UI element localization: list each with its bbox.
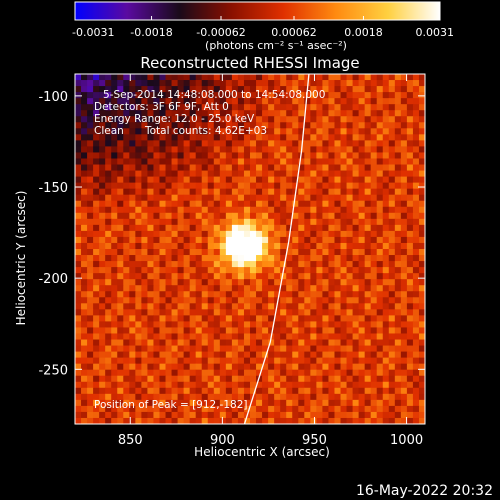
y-tick-label: -250	[38, 363, 68, 378]
method-text: Clean	[94, 125, 124, 137]
y-tick-label: -200	[38, 272, 68, 287]
colorbar-ticks: -0.0031 -0.0018 -0.00062 0.00062 0.0018 0.003…	[72, 16, 454, 39]
colorbar-unit-label: (photons cm⁻² s⁻¹ asec⁻²)	[205, 39, 347, 52]
colorbar-tick-label: 0.00062	[271, 26, 317, 39]
y-tick-label: -150	[38, 181, 68, 196]
energy-range-text: Energy Range: 12.0 - 25.0 keV	[94, 113, 255, 125]
colorbar-tick-label: -0.0018	[130, 26, 172, 39]
render-timestamp: 16-May-2022 20:32	[356, 483, 493, 499]
solar-limb-line	[243, 74, 310, 424]
heatmap-image	[75, 74, 425, 424]
colorbar: -0.0031 -0.0018 -0.00062 0.00062 0.0018 0.003…	[72, 1, 454, 52]
colorbar-fill	[74, 1, 441, 21]
total-counts-text: Total counts: 4.62E+03	[144, 125, 267, 137]
plot-frame	[74, 73, 426, 425]
x-tick-label: 900	[210, 433, 235, 448]
colorbar-tick-label: 0.0018	[344, 26, 383, 39]
colorbar-tick-label: 0.0031	[416, 26, 455, 39]
axis-ticks: 850 900 950 1000 -100 -150 -200 -250	[38, 74, 425, 448]
heatmap-cells	[75, 74, 425, 424]
y-axis-label: Heliocentric Y (arcsec)	[14, 191, 28, 326]
x-tick-label: 850	[118, 433, 143, 448]
x-tick-label: 950	[302, 433, 327, 448]
time-range-text: 5-Sep-2014 14:48:08.000 to 14:54:08.000	[103, 89, 325, 101]
y-tick-label: -100	[38, 90, 68, 105]
colorbar-tick-label: -0.00062	[196, 26, 245, 39]
plot-annotations: 5-Sep-2014 14:48:08.000 to 14:54:08.000 …	[94, 89, 325, 411]
x-axis-label: Heliocentric X (arcsec)	[194, 445, 330, 459]
plot-title: Reconstructed RHESSI Image	[140, 54, 359, 72]
detectors-text: Detectors: 3F 6F 9F, Att 0	[94, 101, 229, 113]
peak-position-text: Position of Peak = [912,-182]	[94, 399, 248, 411]
colorbar-tick-label: -0.0031	[72, 26, 114, 39]
x-tick-label: 1000	[390, 433, 423, 448]
